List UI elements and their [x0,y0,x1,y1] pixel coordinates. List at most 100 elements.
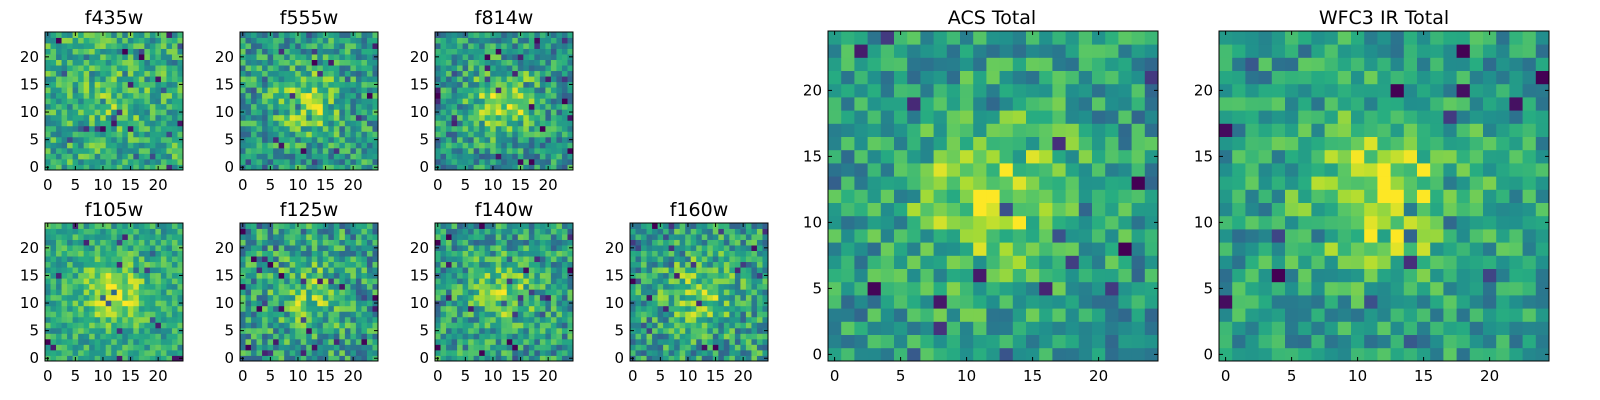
heatmap-cell [528,131,535,138]
heatmap-cell [56,32,62,38]
heatmap-cell [652,344,658,351]
heatmap-cell [685,256,692,263]
heatmap-cell [61,59,68,66]
heatmap-cell [262,125,268,132]
heatmap-cell [440,158,447,165]
heatmap-cell [306,327,313,334]
heatmap-cell [328,70,335,77]
heatmap-cell [133,120,140,127]
heatmap-cell [517,125,524,132]
heatmap-cell [56,136,62,143]
heatmap-cell [72,300,79,307]
heatmap-cell [45,48,51,55]
heatmap-cell [105,54,112,60]
heatmap-cell [155,65,162,72]
heatmap-cell [67,136,73,143]
heatmap-cell [751,234,758,240]
heatmap-cell [451,294,458,301]
heatmap-cell [880,295,895,309]
heatmap-cell [539,37,546,44]
heatmap-cell [171,153,178,160]
heatmap-cell [111,65,118,72]
heatmap-cell [127,87,134,94]
heatmap-cell [72,158,79,165]
heatmap-cell [344,316,351,323]
heatmap-cell [328,355,335,362]
heatmap-cell [668,327,675,334]
heatmap-cell [344,70,351,77]
heatmap-cell [94,43,101,49]
heatmap-cell [479,283,486,290]
x-tick-label: 0 [433,367,443,385]
heatmap-cell [451,120,458,127]
heatmap-cell [56,349,62,356]
heatmap-cell [528,223,535,229]
heatmap-cell [495,87,502,94]
heatmap-cell [111,228,118,235]
heatmap-cell [1065,281,1080,296]
heatmap-cell [149,37,156,44]
heatmap-cell [339,228,346,235]
heatmap-cell [372,223,379,229]
heatmap-cell [138,153,145,160]
heatmap-cell [116,327,123,334]
heatmap-cell [479,59,486,66]
heatmap-cell [545,289,552,296]
heatmap-cell [138,239,145,246]
heatmap-cell [105,65,112,72]
heatmap-cell [311,43,318,49]
heatmap-cell [67,333,73,340]
heatmap-cell [94,54,101,60]
heatmap-cell [523,65,530,72]
heatmap-cell [854,202,868,217]
heatmap-cell [1078,268,1093,283]
heatmap-cell [641,316,647,323]
heatmap-cell [723,316,730,323]
heatmap-cell [473,76,480,83]
heatmap-cell [986,229,1000,243]
heatmap-cell [756,311,763,318]
heatmap-cell [171,131,178,138]
heatmap-cell [723,322,730,329]
heatmap-cell [1105,176,1119,190]
heatmap-cell [462,43,469,49]
heatmap-cell [674,294,681,301]
heatmap-cell [361,316,368,323]
heatmap-cell [171,114,178,121]
heatmap-cell [561,59,568,66]
heatmap-cell [56,153,62,160]
heatmap-cell [127,311,134,318]
heatmap-cell [284,272,291,279]
heatmap-cell [473,349,480,356]
heatmap-cell [262,48,268,55]
heatmap-cell [317,87,324,94]
heatmap-cell [468,300,475,307]
heatmap-cell [880,334,895,349]
heatmap-cell [462,300,469,307]
heatmap-cell [94,59,101,66]
heatmap-cell [534,234,541,240]
heatmap-cell [322,114,329,121]
heatmap-cell [652,294,658,301]
heatmap-cell [372,70,379,77]
heatmap-cell [506,349,513,356]
heatmap-cell [663,322,670,329]
heatmap-cell [322,54,329,60]
heatmap-cell [116,109,123,116]
heatmap-cell [262,131,268,138]
heatmap-cell [111,70,118,77]
heatmap-cell [177,103,184,110]
heatmap-cell [344,76,351,83]
heatmap-cell [149,338,156,345]
heatmap-cell [344,81,351,88]
heatmap-cell [122,103,129,110]
heatmap-cell [646,239,653,246]
heatmap-cell [679,245,686,251]
heatmap-cell [45,316,51,323]
heatmap-cell [328,120,335,127]
heatmap-cell [745,338,752,345]
heatmap-cell [462,87,469,94]
heatmap-cell [457,294,463,301]
heatmap-cell [160,294,167,301]
heatmap-cell [100,70,107,77]
